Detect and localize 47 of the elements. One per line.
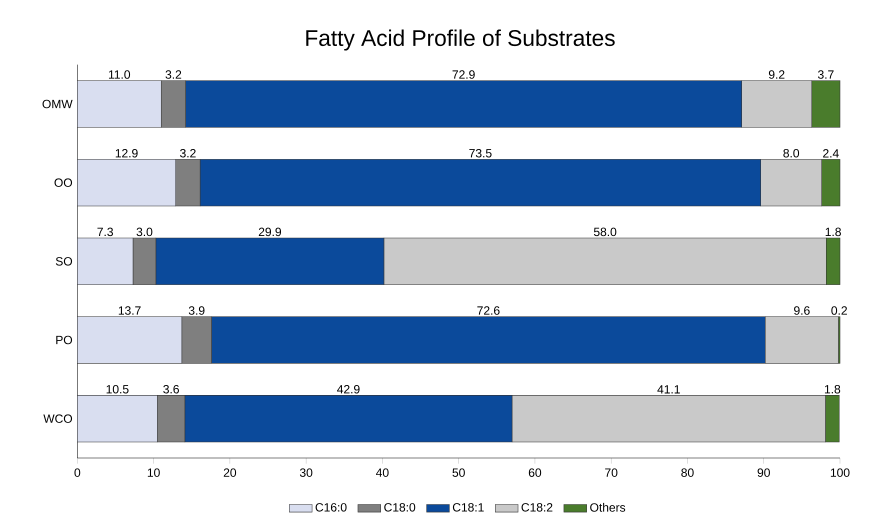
data-label: 13.7 [118,306,141,315]
legend-label: C18:2 [522,503,552,512]
data-label: 58.0 [594,228,616,236]
data-label: 3.6 [163,384,179,394]
y-tick-label: WCO [43,414,72,423]
data-label: 10.5 [106,384,129,394]
legend-label: C18:1 [452,503,484,512]
x-tick-label: 10 [148,468,160,477]
data-label: 1.8 [826,228,841,236]
data-label: 7.3 [97,228,113,236]
data-label: 3.0 [136,228,152,236]
data-label: 72.6 [477,306,500,315]
x-tick-label: 30 [300,468,312,477]
x-tick-label: 40 [376,468,389,477]
legend-label: Others [590,502,626,512]
y-tick-label: PO [56,336,72,344]
data-label: 11.0 [108,70,130,79]
y-tick-label: SO [56,257,72,266]
data-label: 3.9 [188,306,204,315]
data-label: 42.9 [337,384,360,394]
data-label: 1.8 [824,384,840,394]
data-label: 9.2 [768,70,784,79]
data-label: 29.9 [258,228,282,236]
data-label: 2.4 [823,149,839,158]
x-tick-label: 50 [452,468,465,477]
data-label: 41.1 [657,385,680,394]
data-label: 12.9 [116,148,138,158]
x-tick-label: 70 [605,468,618,477]
data-label: 73.5 [469,148,492,158]
data-label: 3.2 [166,70,182,79]
x-tick-label: 80 [681,468,694,477]
y-tick-label: OMW [42,100,73,108]
chart-title: Fatty Acid Profile of Substrates [306,29,615,51]
x-tick-label: 90 [758,468,770,477]
y-tick-label: OO [54,178,72,187]
x-tick-label: 20 [224,468,236,477]
data-label: 3.2 [180,148,196,158]
legend-label: C16:0 [316,503,347,512]
x-tick-label: 100 [830,468,850,477]
x-tick-label: 0 [74,468,80,477]
data-label: 3.7 [818,70,834,79]
data-label: 72.9 [452,70,475,79]
legend-label: C18:0 [384,503,416,512]
data-label: 0.2 [831,306,847,315]
data-label: 8.0 [783,148,800,158]
data-label: 9.6 [794,306,810,315]
x-tick-label: 60 [528,468,542,477]
